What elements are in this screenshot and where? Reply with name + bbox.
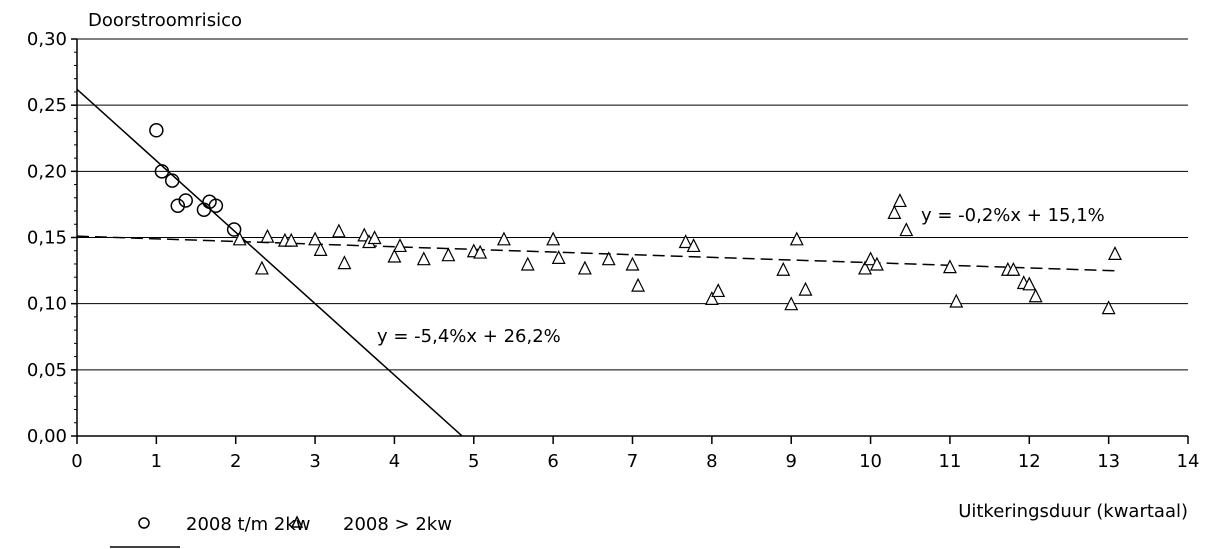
triangle-point-25 [631,277,646,292]
x-ticks: 0 1 2 3 4 5 6 7 8 9 10 11 12 13 14 [71,436,1199,472]
triangle-point-38 [892,193,907,208]
triangle-point-30 [776,261,791,276]
y-tick-label-6: 0,30 [27,29,67,50]
circle-point-1 [154,164,170,179]
triangle-point-27 [686,238,701,253]
triangle-point-39 [899,222,914,237]
x-tick-label-9: 9 [785,451,796,472]
x-tick-label-11: 11 [938,451,961,472]
circle-point-8 [226,222,242,237]
trendlines [76,88,1116,437]
circle-point-2 [164,173,180,188]
triangle-point-29 [711,283,726,298]
x-tick-label-3: 3 [309,451,320,472]
legend-label-series-1: 2008 t/m 2kw [186,514,311,535]
y-tick-label-1: 0,05 [27,360,67,381]
triangle-point-33 [798,281,813,296]
triangle-point-28 [704,291,719,305]
triangle-point-47 [1101,300,1116,315]
x-tick-label-4: 4 [389,451,400,472]
triangle-point-46 [1028,288,1043,303]
triangle-point-20 [546,231,561,246]
triangle-point-24 [625,256,640,271]
triangle-point-34 [858,260,872,275]
triangle-point-48 [1108,246,1122,260]
triangle-point-40 [942,259,957,274]
triangle-point-11 [367,230,382,245]
y-tick-label-2: 0,10 [27,294,67,315]
x-tick-label-7: 7 [627,451,638,472]
triangle-point-18 [496,231,511,246]
triangle-point-13 [393,238,407,253]
x-tick-label-13: 13 [1097,451,1120,472]
trendline-solid [76,88,463,437]
triangle-point-31 [784,296,799,311]
trendline-equation-solid: y = -5,4%x + 26,2% [377,326,561,347]
triangle-point-17 [473,244,488,259]
y-tick-label-0: 0,00 [27,426,67,447]
triangle-point-12 [387,248,402,263]
triangle-point-14 [416,251,431,266]
x-tick-label-5: 5 [468,451,479,472]
x-tick-label-12: 12 [1018,451,1041,472]
triangle-point-0 [232,231,247,246]
circle-point-3 [170,198,186,213]
x-tick-label-10: 10 [859,451,882,472]
triangle-point-41 [949,293,964,308]
triangle-point-15 [441,247,456,262]
triangle-point-36 [869,256,884,271]
x-tick-label-0: 0 [71,451,82,472]
triangle-point-7 [331,223,346,238]
legend-triangle-marker [290,515,304,528]
triangle-point-21 [551,250,566,264]
circle-point-0 [149,123,164,138]
gridlines [77,38,1188,371]
y-ticks: 0,00 0,05 0,10 0,15 0,20 0,25 0,30 [27,29,77,447]
y-axis-label: Doorstroomrisico [88,10,242,31]
triangle-point-5 [308,231,323,246]
triangle-point-32 [789,231,804,246]
x-tick-label-6: 6 [547,451,558,472]
y-tick-label-5: 0,25 [27,95,67,116]
triangle-point-22 [577,260,592,275]
triangle-point-1 [254,260,269,275]
triangle-point-4 [284,232,299,247]
triangle-point-23 [601,251,616,266]
triangle-point-35 [863,251,878,266]
trendline-dashed [76,235,1116,272]
x-tick-label-2: 2 [230,451,241,472]
x-tick-label-8: 8 [706,451,717,472]
data-markers [149,123,1122,315]
triangle-point-19 [520,256,535,271]
x-tick-label-14: 14 [1177,451,1200,472]
triangle-point-26 [678,234,693,249]
trendline-equation-dashed: y = -0,2%x + 15,1% [921,205,1105,226]
legend-circle-marker [138,517,150,529]
circle-point-4 [178,193,193,208]
x-axis-label: Uitkeringsduur (kwartaal) [958,501,1188,522]
triangle-point-2 [260,228,275,243]
triangle-point-45 [1022,276,1037,291]
y-tick-label-4: 0,20 [27,161,67,182]
legend-label-series-2: 2008 > 2kw [343,514,452,535]
triangle-point-8 [337,255,352,270]
triangle-point-6 [313,242,328,257]
y-tick-label-3: 0,15 [27,228,67,249]
legend: 2008 t/m 2kw 2008 > 2kw [110,514,452,548]
x-tick-label-1: 1 [151,451,162,472]
circle-point-7 [208,198,224,213]
triangle-point-43 [1006,261,1021,276]
triangle-point-37 [887,205,902,219]
